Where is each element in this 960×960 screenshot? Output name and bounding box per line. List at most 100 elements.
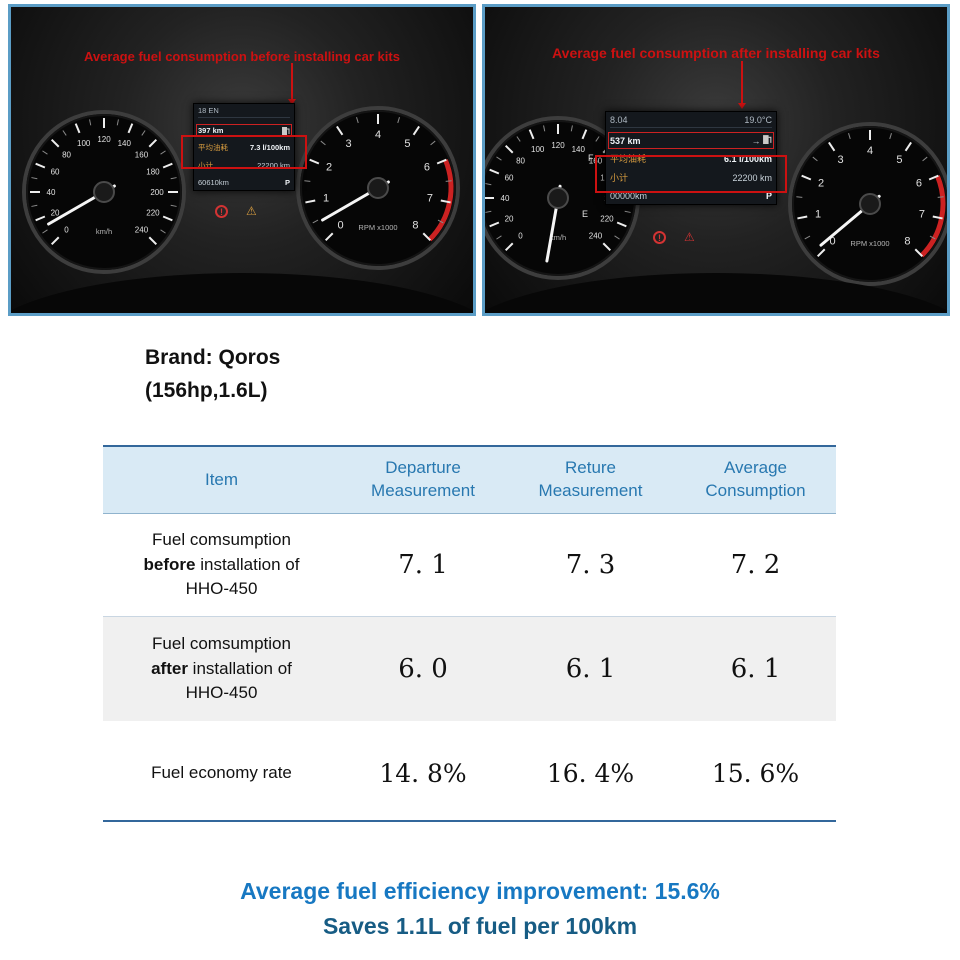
svg-text:6: 6 <box>424 162 430 174</box>
row-item-label: Fuel comsumption before installation of … <box>143 529 300 599</box>
svg-text:40: 40 <box>47 188 56 197</box>
dashboard-photo-before: Average fuel consumption before installi… <box>8 4 476 316</box>
fuel-pump-icon <box>282 126 290 135</box>
svg-text:80: 80 <box>62 151 71 160</box>
row-item-label: Fuel economy rate <box>151 762 292 782</box>
svg-text:3: 3 <box>345 138 351 150</box>
cell-value: 6. 1 <box>565 653 616 684</box>
warning-lights: ! ⚠ <box>653 231 695 244</box>
svg-text:km/h: km/h <box>550 233 566 242</box>
svg-text:240: 240 <box>589 231 603 240</box>
fuel-gauge-empty-label: E <box>582 209 589 219</box>
svg-text:20: 20 <box>505 214 514 223</box>
lcd-trip-distance: 397 km <box>198 125 224 135</box>
fuel-savings-line: Saves 1.1L of fuel per 100km <box>322 913 638 940</box>
svg-text:100: 100 <box>77 139 91 148</box>
svg-text:200: 200 <box>150 188 164 197</box>
cell-value: 7. 1 <box>398 549 448 580</box>
tachometer-gauge: 0 1 2 3 4 5 6 7 8 RPM x1000 <box>788 122 947 286</box>
svg-text:1: 1 <box>323 192 329 204</box>
svg-text:60: 60 <box>51 168 60 177</box>
svg-text:3: 3 <box>837 154 843 166</box>
trip-computer-display: 8.04 19.0°C 537 km → 平均油耗 6.1 l/100km 小计… <box>605 111 777 205</box>
warning-lights: ! ⚠ <box>215 205 257 218</box>
lcd-range: 537 km <box>610 135 641 146</box>
lcd-avg-label: 平均油耗 <box>610 154 647 165</box>
svg-text:60: 60 <box>505 174 514 183</box>
row-item-label: Fuel comsumption after installation of H… <box>151 633 292 703</box>
cell-value: 7. 3 <box>565 549 616 580</box>
svg-text:7: 7 <box>919 208 925 220</box>
annotation-red-box <box>181 135 307 169</box>
svg-text:120: 120 <box>551 141 565 150</box>
brand-specs: (156hp,1.6L) <box>145 378 268 402</box>
annotation-after: Average fuel consumption after installin… <box>552 45 880 61</box>
svg-text:km/h: km/h <box>96 227 112 236</box>
svg-text:2: 2 <box>326 162 332 174</box>
annotation-arrow <box>288 63 296 105</box>
svg-text:160: 160 <box>135 151 149 160</box>
table-header-row: Item Departure Measurement Reture Measurem… <box>103 445 836 514</box>
brand-info: Brand: Qoros (156hp,1.6L) <box>145 342 960 407</box>
svg-text:4: 4 <box>867 145 873 157</box>
svg-text:8: 8 <box>412 219 418 231</box>
table-row-economy-rate: Fuel economy rate 14. 8% 16. 4% 15. 6% <box>103 742 836 804</box>
lcd-clock: 8.04 <box>610 115 628 125</box>
cell-value: 14. 8% <box>379 758 467 788</box>
table-bottom-border <box>103 819 836 822</box>
svg-text:0: 0 <box>829 235 835 247</box>
cell-value: 7. 2 <box>730 549 781 580</box>
lcd-gear-indicator: P <box>765 190 772 201</box>
svg-text:7: 7 <box>427 192 433 204</box>
table-row-before: Fuel comsumption before installation of … <box>103 513 836 616</box>
trip-computer-display: 18 EN 397 km 平均油耗 7.3 l/100km 小计 22200 k… <box>193 103 295 191</box>
svg-text:4: 4 <box>375 129 381 141</box>
tachometer-gauge: 0 1 2 3 4 5 6 7 8 RPM x1000 <box>296 106 460 270</box>
svg-text:8: 8 <box>904 235 910 247</box>
lcd-range-arrow: → <box>751 136 761 147</box>
svg-text:220: 220 <box>146 208 160 217</box>
lcd-trip-total: 22200 km <box>257 160 290 170</box>
svg-text:6: 6 <box>916 178 922 190</box>
svg-text:RPM x1000: RPM x1000 <box>850 239 889 248</box>
cell-value: 15. 6% <box>711 758 800 788</box>
svg-text:220: 220 <box>600 214 614 223</box>
cell-value: 6. 1 <box>730 653 781 684</box>
svg-text:140: 140 <box>118 139 132 148</box>
lcd-gear-indicator: P <box>284 178 290 188</box>
svg-text:0: 0 <box>64 225 69 234</box>
lcd-avg-consumption: 7.3 l/100km <box>249 143 290 153</box>
lcd-avg-label: 平均油耗 <box>198 143 228 153</box>
svg-text:0: 0 <box>518 231 523 240</box>
cell-value: 6. 0 <box>398 653 448 684</box>
header-return: Reture Measurement <box>538 458 643 501</box>
svg-text:40: 40 <box>501 194 510 203</box>
header-item: Item <box>204 469 239 489</box>
table-row-after: Fuel comsumption after installation of H… <box>103 615 836 721</box>
lcd-total-label: 小计 <box>198 160 213 170</box>
cell-value: 16. 4% <box>546 758 635 788</box>
lcd-trip-total: 22200 km <box>732 172 772 183</box>
brand-name: Brand: Qoros <box>145 346 281 369</box>
lcd-time: 18 EN <box>198 106 219 115</box>
annotation-red-box <box>595 155 787 193</box>
svg-text:2: 2 <box>818 178 824 190</box>
svg-text:100: 100 <box>531 145 545 154</box>
svg-text:180: 180 <box>146 168 160 177</box>
svg-text:RPM x1000: RPM x1000 <box>358 223 397 232</box>
svg-text:20: 20 <box>51 208 60 217</box>
lcd-total-label: 小计 <box>610 172 629 183</box>
lcd-outside-temp: 19.0°C <box>744 115 772 125</box>
brake-warning-icon: ! <box>653 231 666 244</box>
header-departure: Departure Measurement <box>371 458 475 501</box>
efficiency-improvement-line: Average fuel efficiency improvement: 15.… <box>240 877 720 904</box>
svg-text:5: 5 <box>896 154 902 166</box>
header-average: Average Consumption <box>705 458 806 501</box>
svg-text:0: 0 <box>337 219 343 231</box>
svg-text:240: 240 <box>135 225 149 234</box>
summary-text: Average fuel efficiency improvement: 15.… <box>0 874 960 945</box>
svg-text:5: 5 <box>404 138 410 150</box>
seatbelt-warning-icon: ⚠ <box>246 204 257 218</box>
svg-text:80: 80 <box>516 157 525 166</box>
